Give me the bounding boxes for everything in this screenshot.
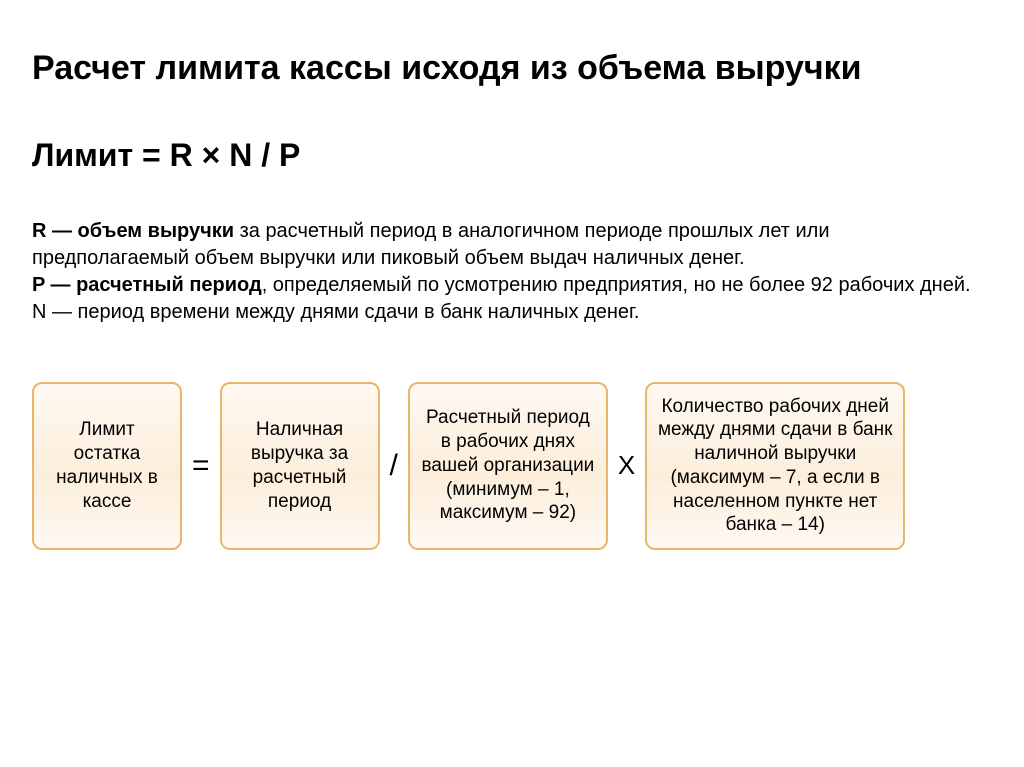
definition-line: N — период времени между днями сдачи в б… bbox=[32, 299, 992, 326]
tile-revenue: Наличная выручка за расчетный период bbox=[220, 382, 380, 550]
definitions-block: R — объем выручки за расчетный период в … bbox=[32, 218, 992, 326]
operator-multiply: X bbox=[614, 450, 639, 481]
tile-bank-days: Количество рабочих дней между днями сдач… bbox=[645, 382, 905, 550]
tile-limit: Лимит остатка наличных в кассе bbox=[32, 382, 182, 550]
definition-line: R — объем выручки за расчетный период в … bbox=[32, 218, 992, 272]
tile-period: Расчетный период в рабочих днях вашей ор… bbox=[408, 382, 608, 550]
definition-line: P — расчетный период, определяемый по ус… bbox=[32, 272, 992, 299]
operator-equals: = bbox=[188, 449, 214, 483]
formula-text: Лимит = R × N / P bbox=[32, 137, 992, 174]
page-title: Расчет лимита кассы исходя из объема выр… bbox=[32, 48, 992, 89]
operator-divide: / bbox=[386, 449, 402, 483]
formula-flow: Лимит остатка наличных в кассе = Налична… bbox=[32, 382, 992, 550]
